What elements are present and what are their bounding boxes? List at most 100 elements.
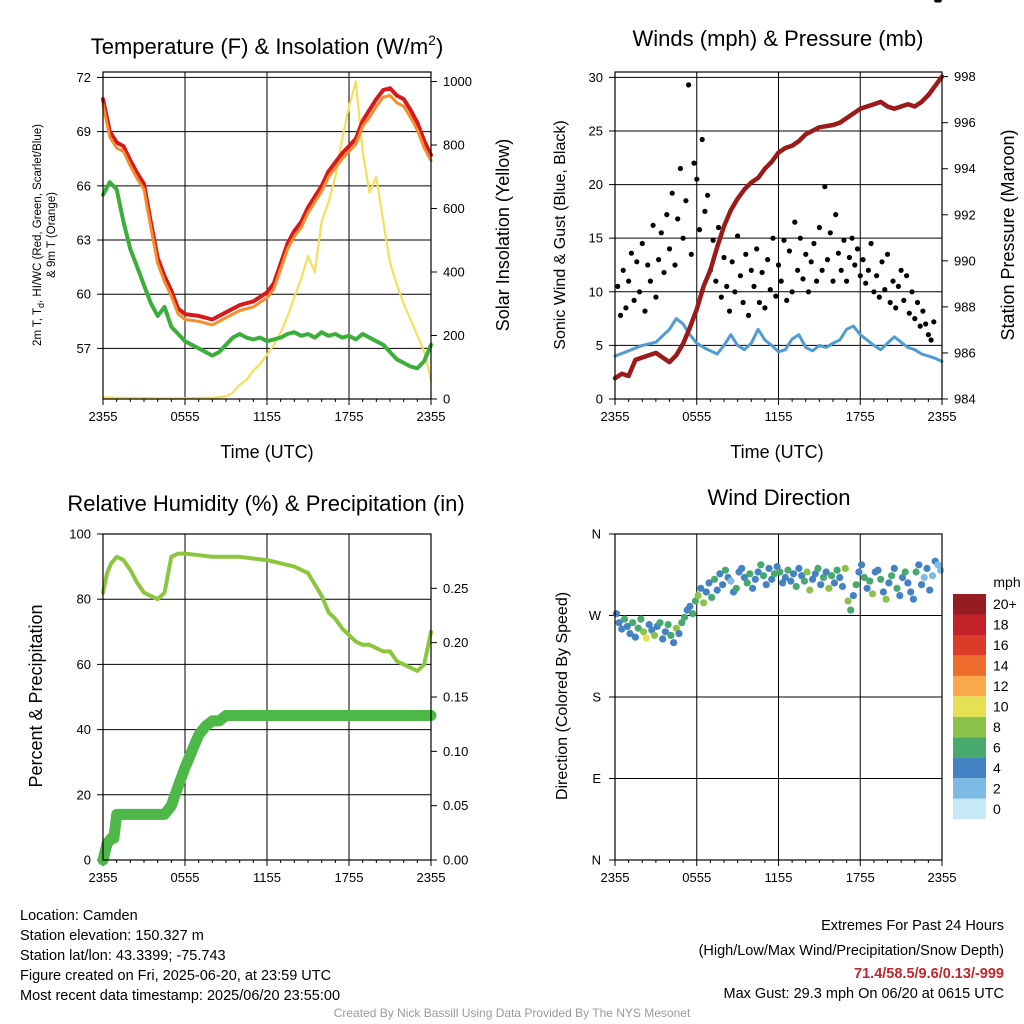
gust-point bbox=[726, 308, 733, 314]
humidity-rtick-label: 0.25 bbox=[443, 581, 468, 596]
winds-xtick-label: 2355 bbox=[928, 409, 957, 424]
temperature-ytick-label: 63 bbox=[77, 233, 91, 248]
direction-point bbox=[645, 621, 653, 629]
direction-point bbox=[634, 624, 642, 632]
winds-rtick-label: 988 bbox=[954, 299, 976, 314]
direction-point bbox=[811, 570, 819, 578]
direction-point bbox=[620, 615, 629, 623]
colorbar-label: 16 bbox=[993, 637, 1009, 653]
colorbar-swatch bbox=[953, 696, 986, 717]
humidity-title: Relative Humidity (%) & Precipitation (i… bbox=[67, 491, 464, 516]
gust-point bbox=[789, 289, 795, 295]
colorbar-swatch bbox=[953, 778, 986, 799]
direction-point bbox=[749, 584, 757, 592]
temperature-rtick-label: 800 bbox=[443, 138, 465, 153]
temperature-border bbox=[102, 71, 432, 400]
gust-point bbox=[936, 0, 942, 3]
direction-point bbox=[694, 592, 702, 600]
direction-point bbox=[918, 581, 926, 589]
colorbar-label: 18 bbox=[993, 617, 1009, 633]
gust-point bbox=[669, 190, 675, 196]
direction-point bbox=[776, 568, 784, 576]
gust-point bbox=[816, 224, 823, 231]
direction-point bbox=[885, 579, 893, 587]
direction-point bbox=[626, 630, 634, 638]
direction-point bbox=[702, 588, 710, 596]
direction-point bbox=[866, 577, 874, 585]
gust-point bbox=[748, 267, 754, 273]
humidity-rtick-label: 0.20 bbox=[443, 635, 468, 650]
winds-rtick-label: 992 bbox=[954, 207, 976, 222]
direction-point bbox=[920, 573, 928, 582]
station-info: Location: Camden Station elevation: 150.… bbox=[20, 906, 340, 1006]
recent-timestamp: Most recent data timestamp: 2025/06/20 2… bbox=[20, 988, 341, 1004]
gust-point bbox=[781, 237, 787, 243]
gust-point bbox=[623, 305, 629, 311]
direction-point bbox=[705, 579, 713, 587]
winds-title: Winds (mph) & Pressure (mb) bbox=[633, 26, 924, 51]
colorbar-swatch bbox=[953, 737, 986, 758]
direction-point bbox=[879, 588, 888, 596]
gust-point bbox=[680, 235, 686, 241]
winds-rtick-label: 990 bbox=[954, 253, 976, 268]
gust-point bbox=[822, 184, 828, 190]
direction-point bbox=[858, 561, 866, 569]
direction-point bbox=[689, 610, 697, 618]
gust-point bbox=[795, 267, 801, 273]
direction-point bbox=[833, 566, 841, 574]
gust-point bbox=[887, 299, 893, 306]
extremes-values: 71.4/58.5/9.6/0.13/-999 bbox=[854, 966, 1004, 982]
colorbar-swatch bbox=[953, 614, 986, 635]
humidity-ytick-label: 80 bbox=[77, 592, 91, 607]
gust-point bbox=[852, 262, 858, 268]
gust-point bbox=[699, 136, 705, 143]
winds-rtick-label: 998 bbox=[954, 69, 976, 84]
direction-point bbox=[781, 573, 789, 582]
gust-point bbox=[634, 259, 640, 265]
direction-point bbox=[817, 581, 825, 589]
gust-point bbox=[721, 254, 727, 261]
gust-point bbox=[849, 235, 855, 241]
direction-xtick-label: 0555 bbox=[682, 870, 711, 885]
direction-ytick-label: W bbox=[589, 608, 602, 623]
gust-point bbox=[841, 237, 847, 243]
humidity-rtick-label: 0.00 bbox=[443, 853, 468, 868]
direction-point bbox=[691, 597, 700, 605]
direction-title: Wind Direction bbox=[707, 485, 850, 510]
colorbar-label: 2 bbox=[993, 780, 1001, 796]
gust-point bbox=[740, 299, 746, 306]
gust-point bbox=[805, 289, 812, 295]
gust-point bbox=[754, 246, 760, 252]
direction-point bbox=[934, 561, 942, 569]
winds-right-ylabel: Station Pressure (Maroon) bbox=[998, 129, 1018, 340]
gust-point bbox=[765, 257, 771, 263]
gust-point bbox=[683, 198, 689, 204]
direction-point bbox=[830, 579, 839, 587]
direction-point bbox=[898, 573, 907, 582]
direction-point bbox=[896, 592, 904, 600]
gust-point bbox=[906, 310, 912, 316]
direction-point bbox=[697, 584, 705, 592]
gust-point bbox=[626, 278, 632, 284]
gust-point bbox=[762, 305, 768, 311]
direction-point bbox=[926, 586, 934, 594]
gust-point bbox=[617, 312, 624, 318]
direction-point bbox=[863, 584, 871, 592]
gust-point bbox=[724, 283, 730, 289]
gust-point bbox=[865, 267, 872, 273]
gust-point bbox=[874, 273, 880, 279]
credit-line: Created By Nick Bassill Using Data Provi… bbox=[333, 1006, 691, 1020]
gust-point bbox=[620, 267, 626, 273]
winds-xtick-label: 2355 bbox=[601, 409, 630, 424]
direction-point bbox=[746, 570, 754, 578]
direction-point bbox=[686, 602, 694, 611]
temperature-xtick-label: 2355 bbox=[89, 409, 118, 424]
humidity-ytick-label: 100 bbox=[69, 527, 91, 542]
gust-point bbox=[893, 305, 899, 311]
gust-point bbox=[814, 278, 820, 284]
colorbar-title: mph bbox=[993, 574, 1020, 590]
gust-point bbox=[718, 294, 724, 300]
temperature-xtick-label: 2355 bbox=[417, 409, 446, 424]
direction-xtick-label: 1755 bbox=[846, 870, 875, 885]
direction-point bbox=[844, 597, 852, 605]
